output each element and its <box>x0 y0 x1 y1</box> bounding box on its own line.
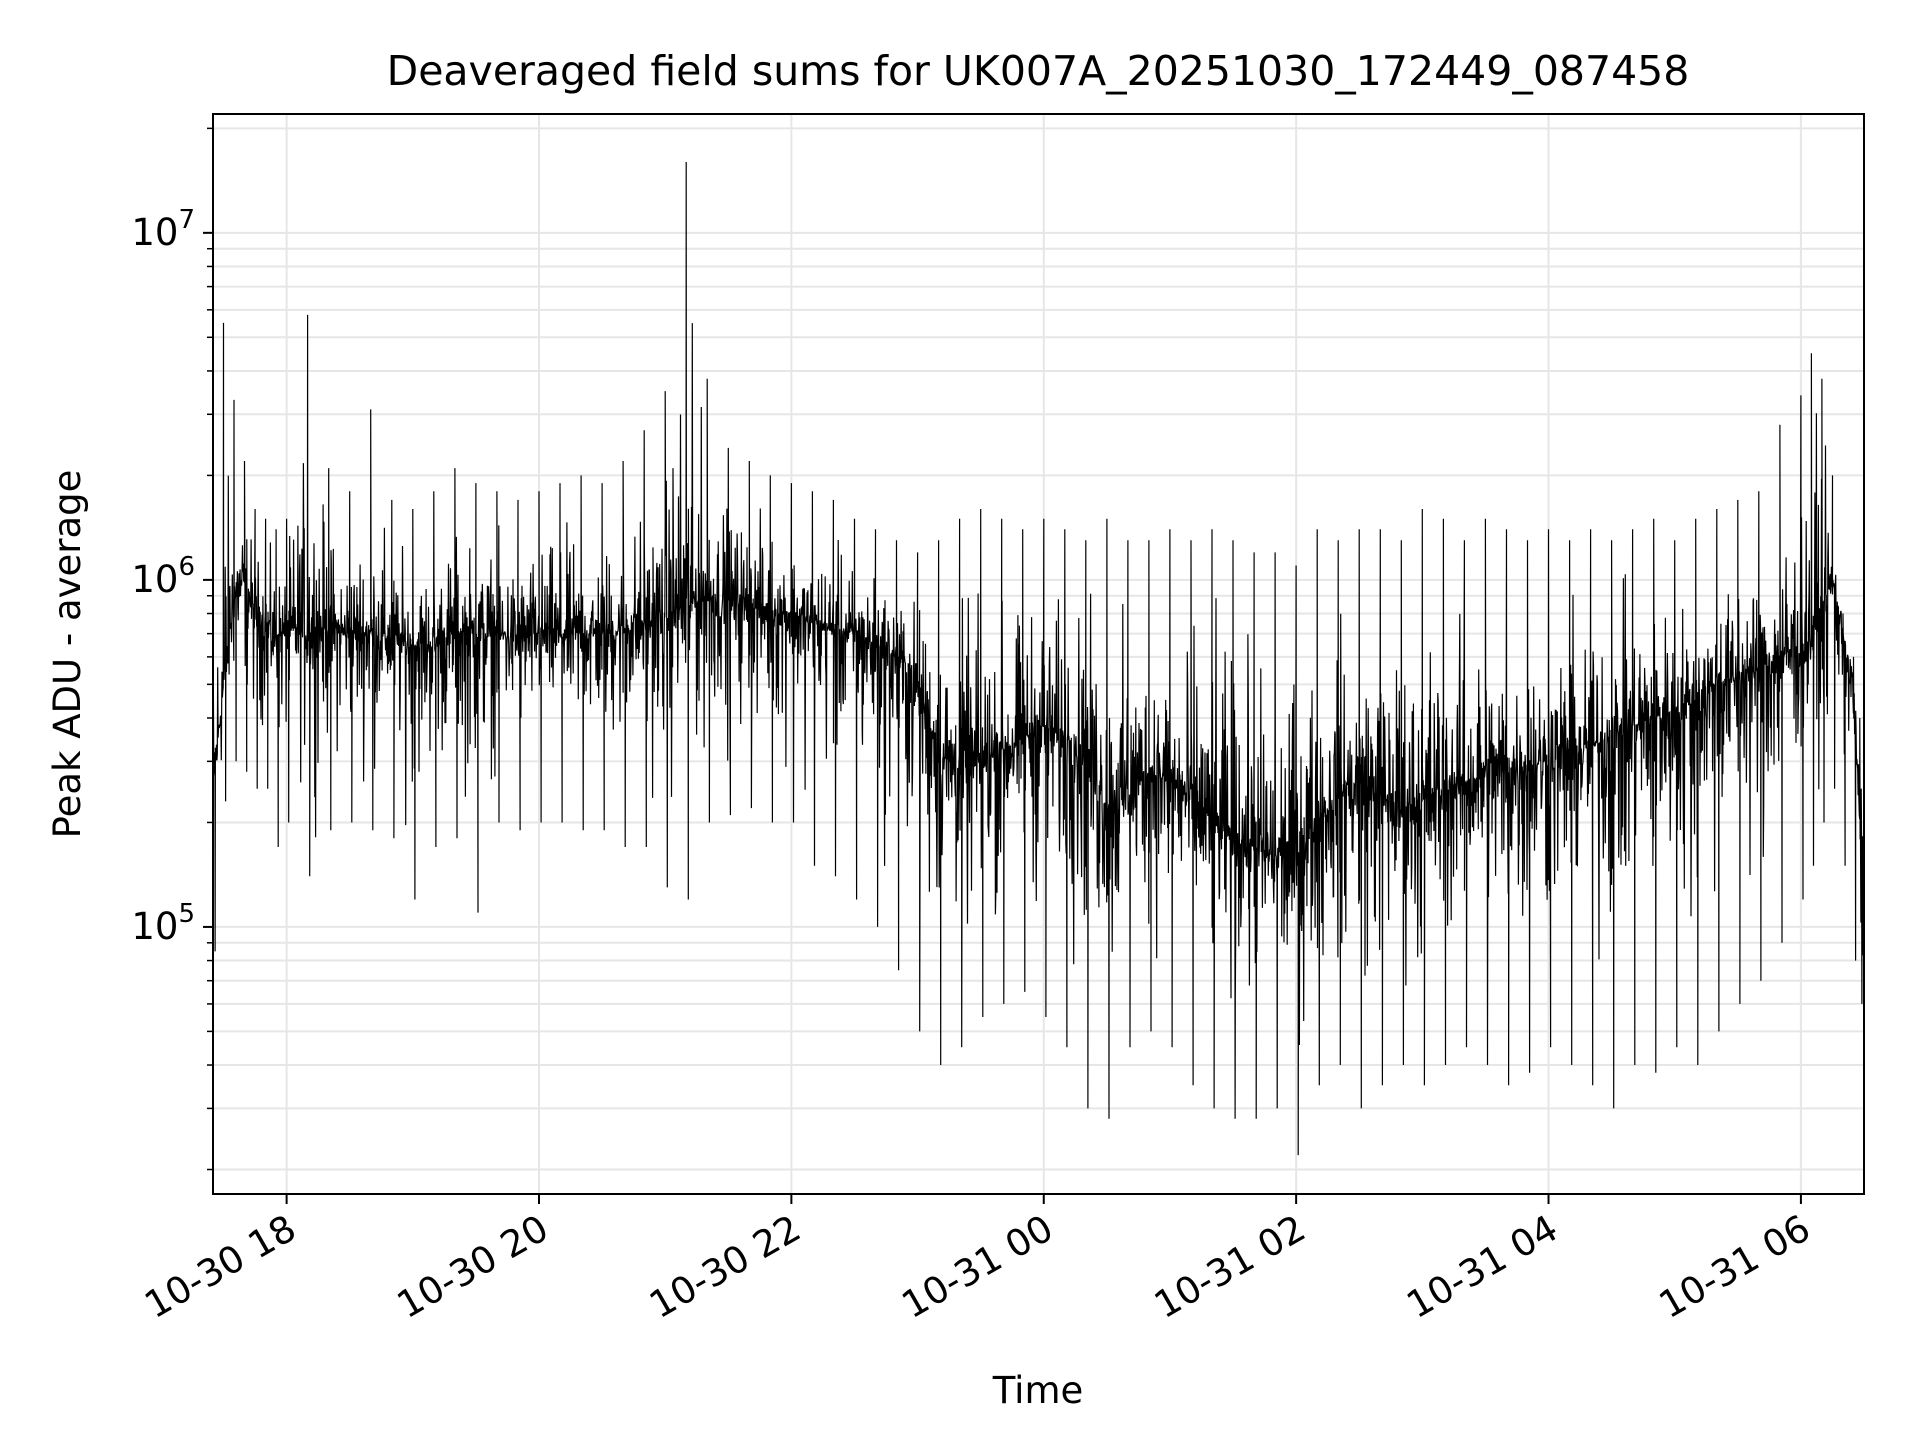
y-tick-label: 107 <box>131 205 195 254</box>
chart-title: Deaveraged field sums for UK007A_2025103… <box>387 47 1690 95</box>
plot-area <box>213 161 1864 1156</box>
y-axis-label: Peak ADU - average <box>46 470 89 839</box>
series-trace <box>213 161 1864 1156</box>
plot-frame <box>212 113 1865 1195</box>
y-tick-label: 105 <box>131 899 195 948</box>
x-axis-label: Time <box>992 1369 1084 1412</box>
y-axis-ticks: 105 106 107 <box>131 127 213 1171</box>
y-major-gridlines <box>213 231 1864 928</box>
series-line <box>213 161 1864 1156</box>
y-tick-label: 106 <box>131 552 195 601</box>
